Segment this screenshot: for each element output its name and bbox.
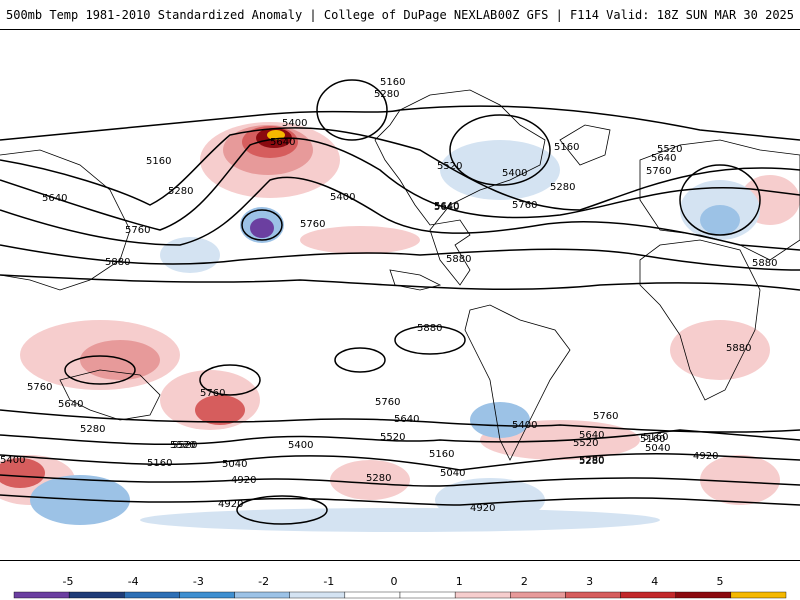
colorbar-swatch [730, 591, 787, 599]
contour-label: 5640 [58, 399, 83, 410]
contour-label: 5760 [125, 225, 150, 236]
contour-label: 5400 [330, 192, 355, 203]
colorbar-swatch [344, 591, 401, 599]
contour-label: 5160 [429, 449, 454, 460]
contour-label: 5400 [0, 455, 25, 466]
contour-label: 5280 [168, 186, 193, 197]
contour-label: 5640 [270, 137, 295, 148]
contour-label: 5880 [752, 258, 777, 269]
colorbar-swatch [454, 591, 511, 599]
color-scale-legend: -5 -4 -3 -2 -1 0 1 2 3 4 5 [0, 570, 800, 600]
contour-label: 4920 [470, 503, 495, 514]
contour-label: 5880 [417, 323, 442, 334]
contour-label: 5880 [105, 257, 130, 268]
map-canvas: 5160 5280 5400 5520 5640 5760 5880 5160 … [0, 77, 800, 532]
colorbar-swatch [620, 591, 676, 599]
header-bar: 500mb Temp 1981-2010 Standardized Anomal… [0, 0, 800, 28]
contour-label: 5280 [80, 424, 105, 435]
contour-label: 5280 [550, 182, 575, 193]
contour-label: 5280 [579, 456, 604, 467]
contour-label: 5760 [300, 219, 325, 230]
contour-label: 5640 [651, 153, 676, 164]
contour-label: 5640 [394, 414, 419, 425]
colorbar-swatch [179, 591, 235, 599]
contour-label: 5880 [446, 254, 471, 265]
colorbar-ticks: -5 -4 -3 -2 -1 0 1 2 3 4 5 [63, 575, 724, 588]
contour-label: 5040 [440, 468, 465, 479]
colorbar-swatch [68, 591, 125, 599]
colorbar-tick-label: 0 [391, 575, 398, 588]
coastlines [0, 89, 800, 461]
colorbar-swatch [399, 591, 456, 599]
colorbar-tick-label: -5 [63, 575, 74, 588]
contour-label: 4920 [693, 451, 718, 462]
contour-label: 5520 [170, 440, 195, 451]
contour-label: 5400 [512, 420, 537, 431]
colorbar-swatch [565, 591, 621, 599]
contour-label: 5760 [646, 166, 671, 177]
contour-label: 5160 [146, 156, 171, 167]
colorbar-tick-label: 1 [456, 575, 463, 588]
colorbar-swatch [289, 591, 346, 599]
contour-label: 5520 [437, 161, 462, 172]
contour-label: 5640 [579, 430, 604, 441]
colorbar-swatch [675, 591, 732, 599]
colorbar-tick-label: 2 [521, 575, 528, 588]
contour-label: 5760 [27, 382, 52, 393]
contour-label: 5520 [657, 144, 682, 155]
colorbar-swatch [13, 591, 70, 599]
contour-label: 5400 [282, 118, 307, 129]
colorbar-tick-label: -2 [258, 575, 269, 588]
colorbar-swatches [13, 591, 787, 599]
contour-label: 5640 [434, 201, 459, 212]
contour-label: 5160 [554, 142, 579, 153]
colorbar-tick-label: -1 [323, 575, 334, 588]
colorbar-swatch [510, 591, 566, 599]
contour-label: 5160 [147, 458, 172, 469]
contour-label: 5520 [380, 432, 405, 443]
contour-label: 5280 [366, 473, 391, 484]
map-title: 500mb Temp 1981-2010 Standardized Anomal… [6, 8, 498, 22]
colorbar-svg: -5 -4 -3 -2 -1 0 1 2 3 4 5 [13, 575, 787, 599]
contour-label: 5160 [380, 77, 405, 88]
colorbar-swatch [234, 591, 290, 599]
contour-label: 4920 [231, 475, 256, 486]
weather-map[interactable]: 5160 5280 5400 5520 5640 5760 5880 5160 … [0, 29, 800, 561]
contour-label: 5520 [573, 438, 598, 449]
model-run-info: 00Z GFS | F114 Valid: 18Z SUN MAR 30 202… [497, 8, 794, 22]
height-contours [0, 79, 800, 525]
colorbar-tick-label: 5 [717, 575, 724, 588]
contour-label: 4920 [218, 499, 243, 510]
contour-label: 5640 [434, 202, 459, 213]
contour-label: 5880 [726, 343, 751, 354]
contour-label: 5160 [643, 432, 668, 443]
contour-label: 5040 [645, 443, 670, 454]
contour-label: 5520 [172, 440, 197, 451]
contour-label: 5280 [579, 455, 604, 466]
colorbar-tick-label: -3 [193, 575, 204, 588]
contour-label: 5760 [375, 397, 400, 408]
colorbar-tick-label: 4 [651, 575, 658, 588]
contour-labels: 5160 5280 5400 5520 5640 5760 5880 5160 … [0, 77, 777, 514]
contour-label: 5760 [200, 388, 225, 399]
contour-label: 5280 [374, 89, 399, 100]
colorbar-tick-label: 3 [586, 575, 593, 588]
contour-label: 5400 [288, 440, 313, 451]
contour-label: 5400 [502, 168, 527, 179]
contour-label: 5760 [593, 411, 618, 422]
contour-label: 5760 [512, 200, 537, 211]
colorbar-swatch [124, 591, 180, 599]
contour-label: 5040 [222, 459, 247, 470]
colorbar-tick-label: -4 [128, 575, 139, 588]
cold-anomaly-layer [30, 140, 760, 532]
contour-label: 5160 [640, 434, 665, 445]
contour-label: 5640 [42, 193, 67, 204]
